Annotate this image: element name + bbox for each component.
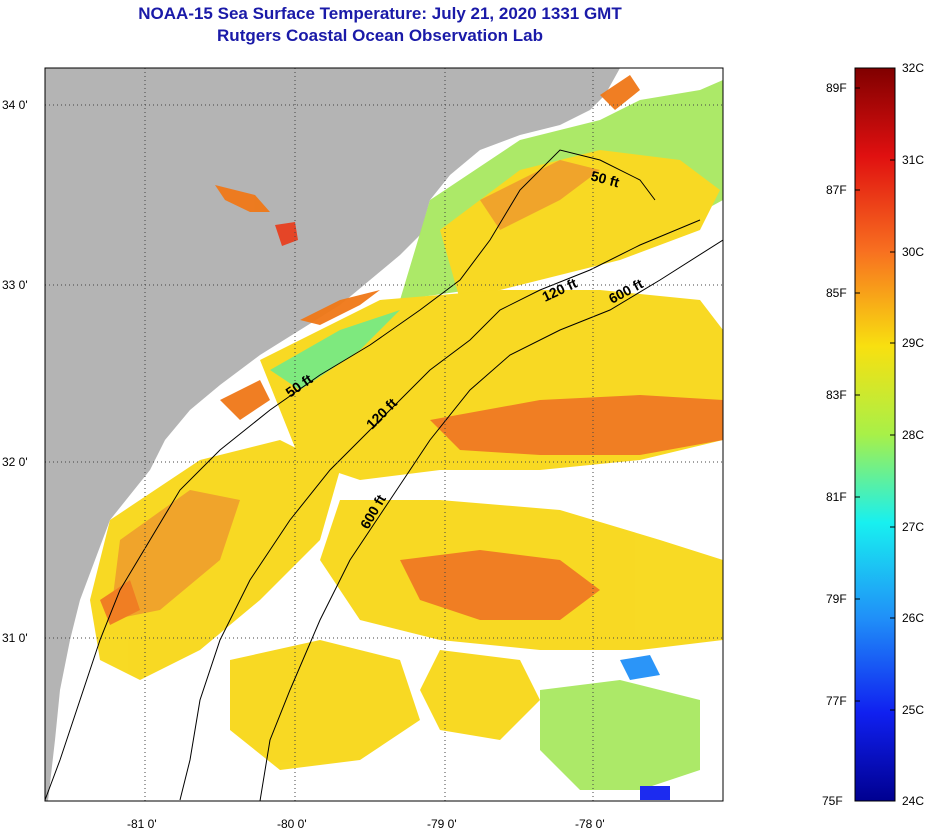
colorbar-c-28: 28C <box>902 428 924 442</box>
colorbar-f-81: 81F <box>826 490 847 504</box>
colorbar-c-29: 29C <box>902 336 924 350</box>
colorbar-f-87: 87F <box>826 183 847 197</box>
lon-label-80: -80 0' <box>277 817 307 831</box>
colorbar-c-30: 30C <box>902 245 924 259</box>
colorbar-c-26: 26C <box>902 611 924 625</box>
colorbar-f-85: 85F <box>826 286 847 300</box>
lon-label-78: -78 0' <box>575 817 605 831</box>
colorbar-f-75: 75F <box>822 794 843 808</box>
colorbar-c-27: 27C <box>902 520 924 534</box>
map-frame <box>44 67 724 802</box>
depth-contours <box>45 149 723 801</box>
lat-label-33: 33 0' <box>2 278 28 292</box>
map-subtitle: Rutgers Coastal Ocean Observation Lab <box>217 26 543 45</box>
lat-label-31: 31 0' <box>2 631 28 645</box>
lat-label-32: 32 0' <box>2 455 28 469</box>
lon-label-79: -79 0' <box>427 817 457 831</box>
colorbar-c-31: 31C <box>902 153 924 167</box>
contour-label-50ft-north: 50 ft <box>589 167 621 190</box>
lat-label-34: 34 0' <box>2 98 28 112</box>
colorbar-ticks <box>855 87 895 711</box>
sst-patches <box>90 75 723 800</box>
colorbar-f-79: 79F <box>826 592 847 606</box>
contour-600ft <box>259 239 723 801</box>
land-mass <box>45 68 620 801</box>
graticule <box>45 68 723 801</box>
colorbar-f-83: 83F <box>826 388 847 402</box>
lon-label-81: -81 0' <box>127 817 157 831</box>
colorbar-f-89: 89F <box>826 81 847 95</box>
map-field <box>45 68 723 801</box>
colorbar-c-25: 25C <box>902 703 924 717</box>
contour-120ft <box>179 219 701 801</box>
contour-50ft <box>45 149 656 801</box>
map-title: NOAA-15 Sea Surface Temperature: July 21… <box>138 4 622 23</box>
colorbar-f-77: 77F <box>826 694 847 708</box>
colorbar-c-32: 32C <box>902 61 924 75</box>
colorbar <box>854 67 896 802</box>
colorbar-c-24: 24C <box>902 794 924 808</box>
